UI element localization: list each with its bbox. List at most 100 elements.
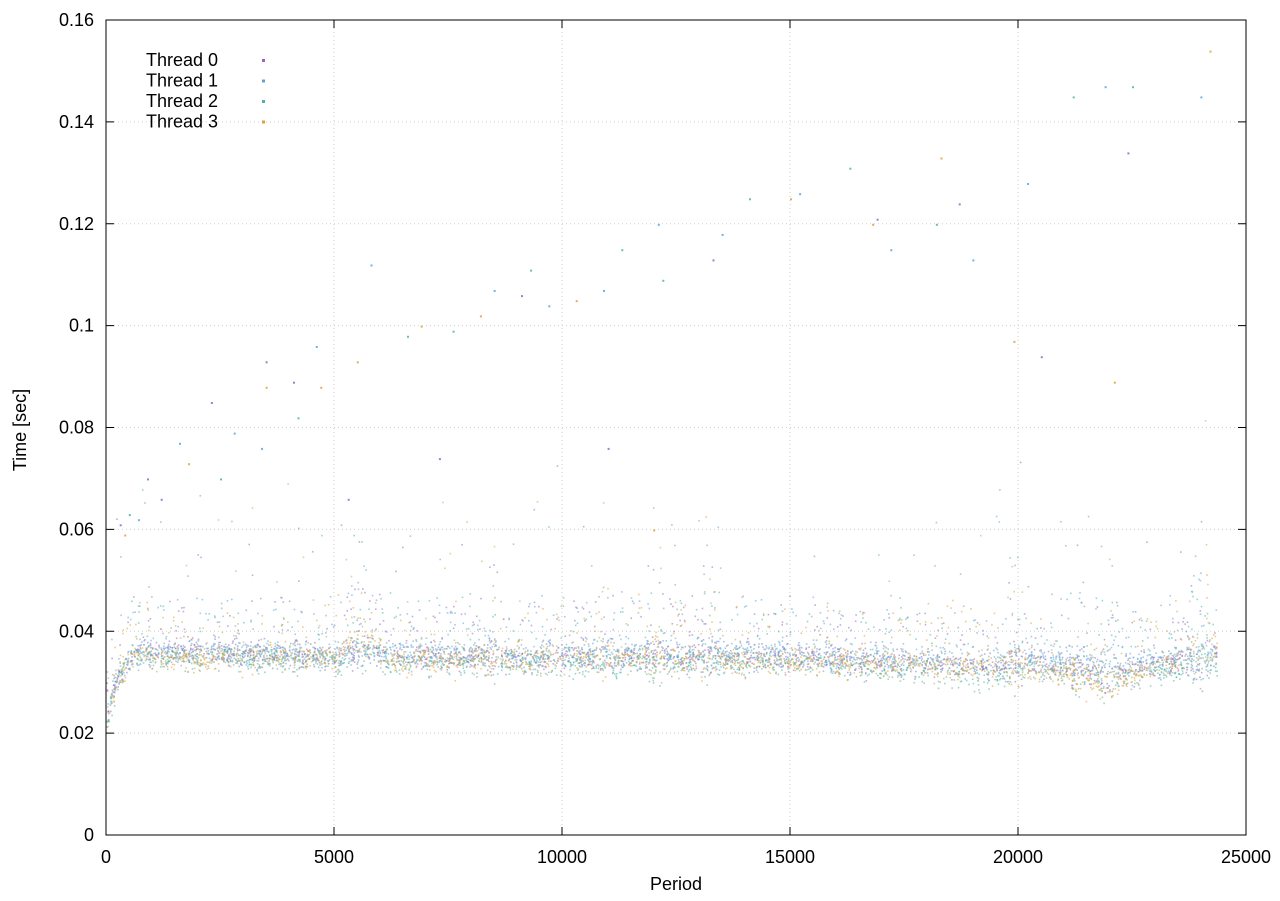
data-point [129,668,131,670]
data-point [1100,654,1102,656]
data-point [766,645,768,647]
data-point [379,623,381,625]
data-point [689,669,691,671]
data-point [572,664,574,666]
data-point [978,689,980,691]
data-point [1027,642,1029,644]
data-point [353,655,355,657]
data-point [399,643,401,645]
data-point [525,647,527,649]
data-point [648,565,650,567]
data-point [682,614,684,616]
data-point [206,651,208,653]
data-point [1108,685,1110,687]
data-point [438,647,440,649]
data-point [849,660,851,662]
data-point [1134,686,1136,688]
data-point [1213,645,1215,647]
data-point [264,658,266,660]
data-point [913,554,915,556]
data-point [1086,664,1088,666]
data-point [203,653,205,655]
data-point [1190,670,1192,672]
data-point [1176,659,1178,661]
data-point [575,658,577,660]
data-point [1168,638,1170,640]
data-point [1043,628,1045,630]
data-point [317,648,319,650]
data-point [861,672,863,674]
data-point [1059,646,1061,648]
data-point [933,661,935,663]
data-point [1070,659,1072,661]
data-point [774,646,776,648]
data-point [111,715,113,717]
data-point [198,657,200,659]
data-point [1198,646,1200,648]
data-point [348,651,350,653]
data-point [187,575,189,577]
data-point [600,666,602,668]
data-point [401,655,403,657]
data-point [128,668,130,670]
data-point [1074,680,1076,682]
data-point [1158,678,1160,680]
data-point [487,647,489,649]
data-point [1079,650,1081,652]
data-point [702,643,704,645]
data-point [259,664,261,666]
data-point [568,647,570,649]
data-point [412,646,414,648]
data-point [1043,655,1045,657]
data-point [1015,649,1017,651]
data-point [738,673,740,675]
data-point [1107,687,1109,689]
data-point [1162,665,1164,667]
data-point [361,642,363,644]
data-point [107,711,109,713]
data-point [673,656,675,658]
data-point [753,648,755,650]
data-point [501,650,503,652]
data-point [919,613,921,615]
data-point [859,665,861,667]
data-point [750,652,752,654]
data-point [779,642,781,644]
data-point [686,674,688,676]
data-point [852,661,854,663]
data-point [133,596,135,598]
data-point [753,652,755,654]
data-point [914,665,916,667]
data-point [561,655,563,657]
data-point [579,659,581,661]
data-point [335,652,337,654]
data-point [428,677,430,679]
data-point [978,651,980,653]
data-point [1000,662,1002,664]
data-point [225,646,227,648]
data-point [506,648,508,650]
data-point [823,623,825,625]
data-point [385,657,387,659]
data-point [557,647,559,649]
data-point [830,624,832,626]
data-point [1184,655,1186,657]
data-point [285,656,287,658]
data-point [984,653,986,655]
data-point [440,665,442,667]
data-point [369,647,371,649]
data-point [443,651,445,653]
data-point [477,664,479,666]
data-point [1117,662,1119,664]
data-point [265,661,267,663]
data-point [983,681,985,683]
data-point [227,651,229,653]
data-point [543,669,545,671]
data-point [988,674,990,676]
data-point [652,653,654,655]
data-point [707,666,709,668]
data-point [372,652,374,654]
data-point [923,661,925,663]
data-point [938,681,940,683]
data-point [592,654,594,656]
